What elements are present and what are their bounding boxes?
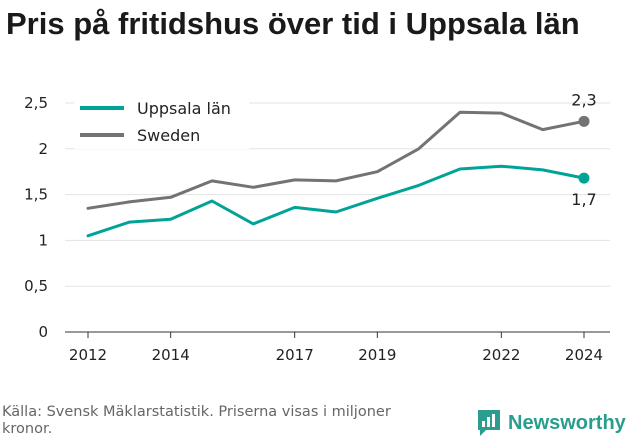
legend: Uppsala län Sweden	[74, 95, 249, 149]
newsworthy-logo-icon	[478, 410, 500, 436]
x-tick-label: 2012	[69, 346, 107, 364]
series-line-1	[86, 110, 586, 210]
brand-label: Newsworthy	[508, 411, 626, 434]
legend-label: Sweden	[137, 126, 200, 145]
y-tick-label: 1	[38, 231, 48, 249]
end-value-label: 2,3	[571, 90, 596, 109]
line-chart: 0 0,5 1 1,5 2 2,5 2012 2014 2017 2019 2022 2024 1,7…	[24, 90, 610, 364]
y-tick-label: 2	[38, 140, 48, 158]
x-tick-label: 2022	[482, 346, 520, 364]
series-end-point-1	[578, 115, 590, 127]
y-tick-label: 0,5	[24, 277, 48, 295]
series-end-point-0	[578, 172, 590, 184]
y-tick-label: 2,5	[24, 94, 48, 112]
axes: 0 0,5 1 1,5 2 2,5 2012 2014 2017 2019 2022 2024	[24, 94, 610, 364]
source-note: Källa: Svensk Mäklarstatistik. Priserna …	[2, 404, 391, 437]
end-labels: 1,7 2,3	[571, 90, 596, 209]
end-value-label: 1,7	[571, 190, 596, 209]
y-tick-label: 0	[38, 323, 48, 341]
series-line-0	[86, 164, 586, 238]
brand[interactable]: Newsworthy	[476, 408, 626, 438]
x-tick-label: 2017	[276, 346, 314, 364]
x-tick-label: 2014	[152, 346, 190, 364]
x-tick-label: 2024	[565, 346, 603, 364]
series-lines	[86, 110, 590, 238]
chart-title: Pris på fritidshus över tid i Uppsala lä…	[6, 6, 580, 41]
legend-label: Uppsala län	[137, 99, 231, 118]
x-tick-label: 2019	[358, 346, 396, 364]
y-tick-label: 1,5	[24, 186, 48, 204]
legend-background	[74, 95, 249, 149]
